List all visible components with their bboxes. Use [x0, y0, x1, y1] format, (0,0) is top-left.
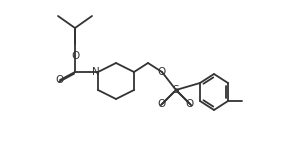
Text: O: O: [158, 67, 166, 77]
Text: O: O: [158, 99, 166, 109]
Text: S: S: [173, 85, 179, 95]
Text: N: N: [92, 67, 100, 77]
Text: O: O: [186, 99, 194, 109]
Text: O: O: [71, 51, 79, 61]
Text: O: O: [56, 75, 64, 85]
